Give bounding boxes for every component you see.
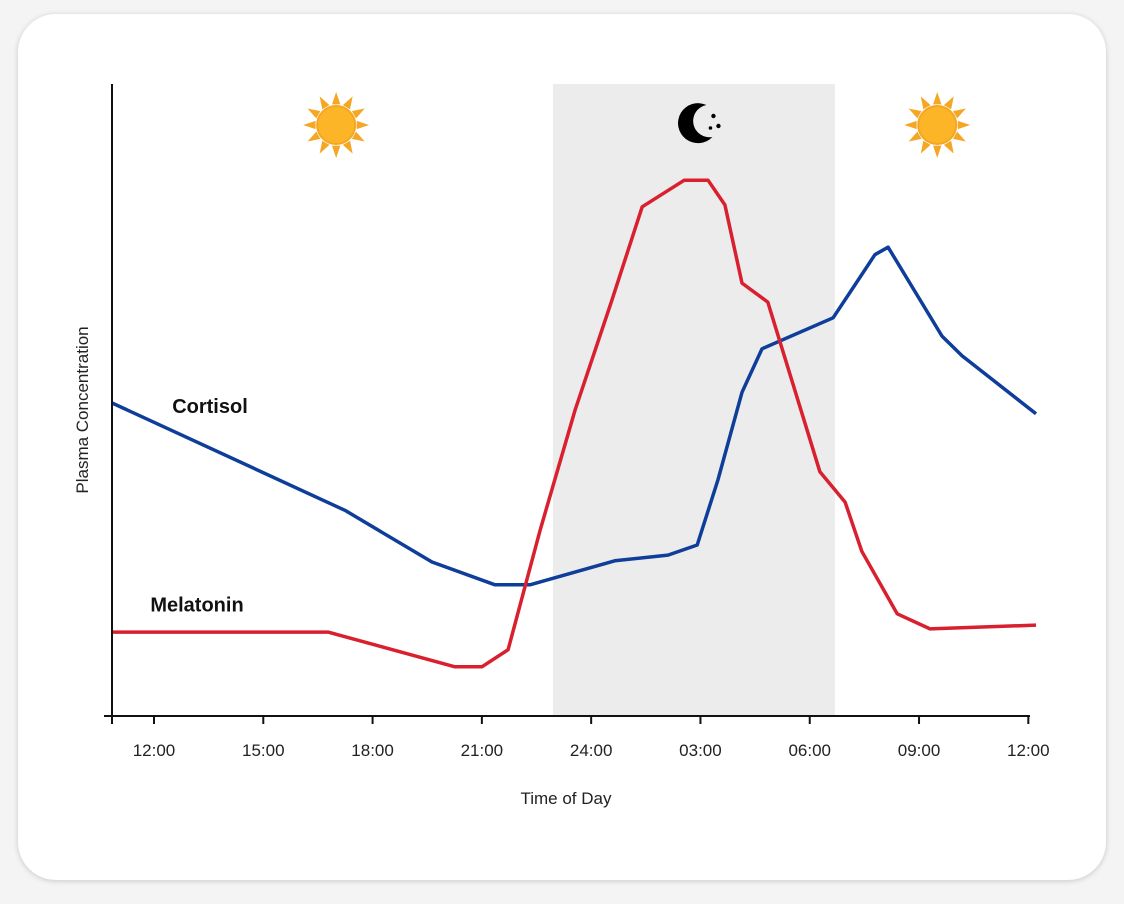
x-tick-label: 03:00	[679, 741, 722, 760]
series-line-cortisol	[111, 245, 1038, 587]
series-line-melatonin	[112, 178, 1037, 669]
x-tick-label: 18:00	[351, 741, 394, 760]
x-tick-label: 15:00	[242, 741, 285, 760]
x-tick-label: 06:00	[788, 741, 831, 760]
x-tick-label: 21:00	[461, 741, 504, 760]
series-label-melatonin: Melatonin	[150, 594, 243, 616]
night-band	[552, 84, 835, 716]
x-tick-label: 09:00	[898, 741, 941, 760]
x-tick-label: 24:00	[570, 741, 613, 760]
y-axis-label: Plasma Concentration	[73, 326, 92, 493]
x-tick-label: 12:00	[1007, 741, 1050, 760]
sun-icon	[904, 92, 971, 158]
sun-icon	[303, 92, 370, 158]
series-label-cortisol: Cortisol	[172, 396, 248, 418]
x-tick-label: 12:00	[133, 741, 176, 760]
x-axis-label: Time of Day	[520, 789, 612, 808]
moon-stars-icon	[678, 103, 721, 144]
